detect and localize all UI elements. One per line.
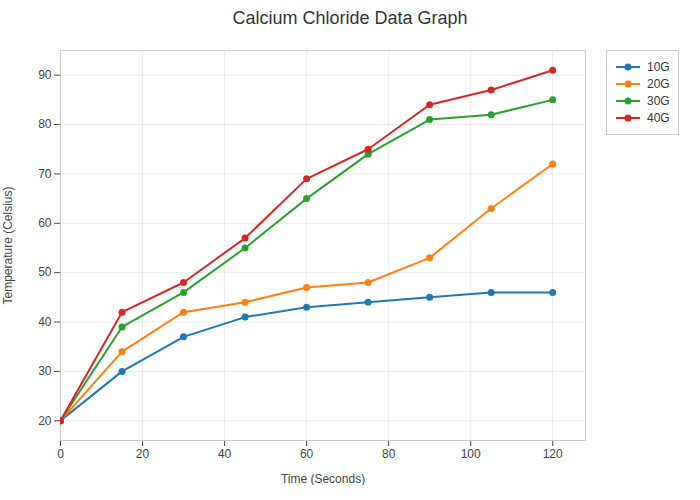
svg-text:60: 60 (300, 447, 314, 461)
svg-text:30: 30 (38, 364, 52, 378)
svg-text:Temperature (Celsius): Temperature (Celsius) (1, 186, 15, 304)
svg-text:20: 20 (38, 414, 52, 428)
svg-text:60: 60 (38, 216, 52, 230)
html-text:30G: 30G (647, 94, 670, 108)
html-text:10G: 10G (647, 60, 670, 74)
svg-text:0: 0 (57, 447, 64, 461)
svg-text:40: 40 (38, 315, 52, 329)
svg-text:50: 50 (38, 265, 52, 279)
html-text:20G: 20G (647, 77, 670, 91)
svg-text:80: 80 (382, 447, 396, 461)
svg-text:20: 20 (136, 447, 150, 461)
svg-text:80: 80 (38, 117, 52, 131)
svg-text:100: 100 (461, 447, 481, 461)
svg-text:70: 70 (38, 167, 52, 181)
svg-text:120: 120 (543, 447, 563, 461)
svg-text:90: 90 (38, 68, 52, 82)
html-text:40G: 40G (647, 111, 670, 125)
svg-text:40: 40 (218, 447, 232, 461)
html-text:Calcium Chloride Data Graph: Calcium Chloride Data Graph (232, 8, 468, 28)
svg-text:Time (Seconds): Time (Seconds) (281, 472, 365, 486)
